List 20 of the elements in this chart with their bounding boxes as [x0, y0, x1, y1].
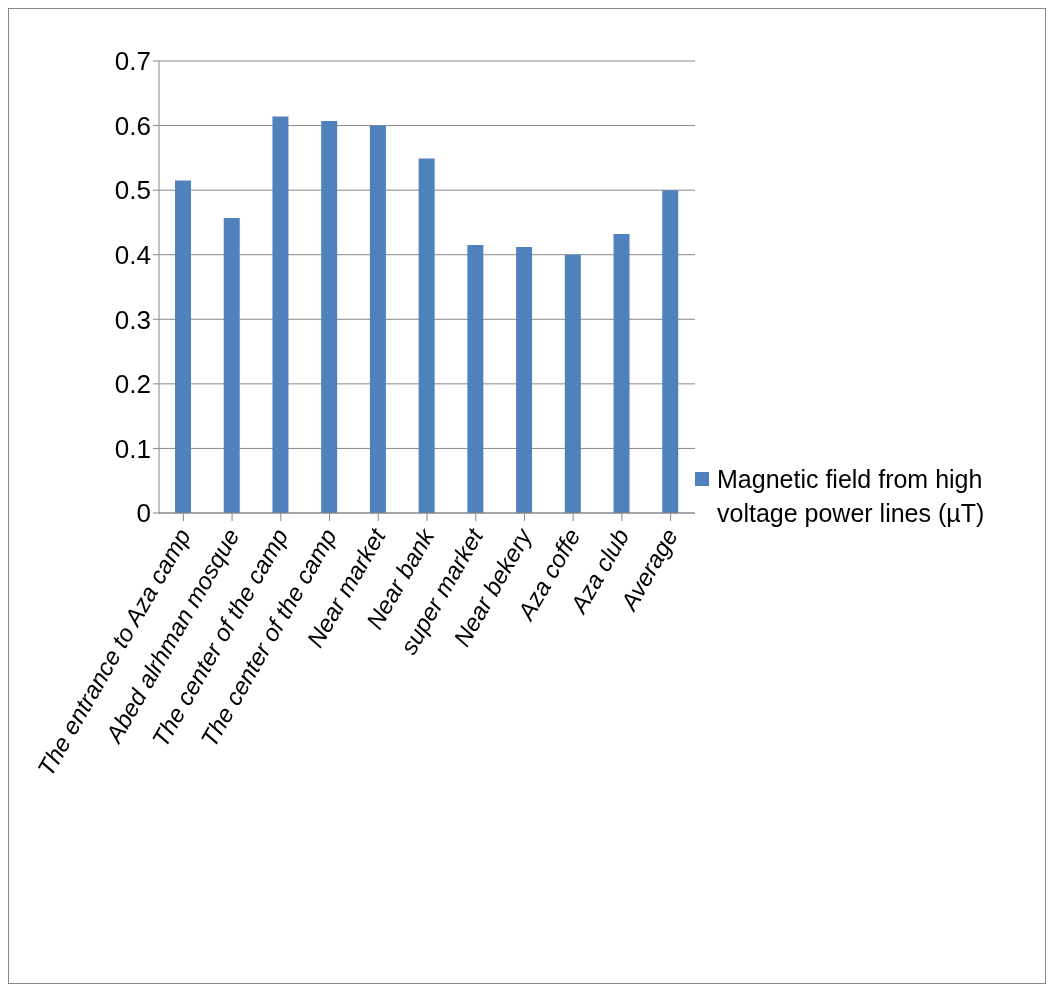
bar: [272, 116, 289, 513]
y-tick-label: 0.3: [114, 304, 151, 335]
bar: [613, 234, 630, 513]
bar: [369, 125, 386, 513]
y-tick-label: 0.2: [114, 369, 151, 400]
y-tick-label: 0.7: [114, 46, 151, 77]
bar: [516, 246, 533, 513]
y-tick-label: 0: [136, 498, 151, 529]
bar: [321, 121, 338, 513]
y-tick-label: 0.4: [114, 239, 151, 270]
y-tick-label: 0.5: [114, 175, 151, 206]
bar: [467, 245, 484, 513]
bar: [175, 180, 191, 513]
y-tick-label: 0.6: [114, 110, 151, 141]
bar: [662, 190, 679, 513]
bar: [418, 158, 435, 513]
y-tick-label: 0.1: [114, 433, 151, 464]
legend-label: Magnetic field from high voltage power lines (µT): [717, 464, 986, 529]
bar: [223, 217, 240, 513]
bar: [564, 254, 581, 513]
